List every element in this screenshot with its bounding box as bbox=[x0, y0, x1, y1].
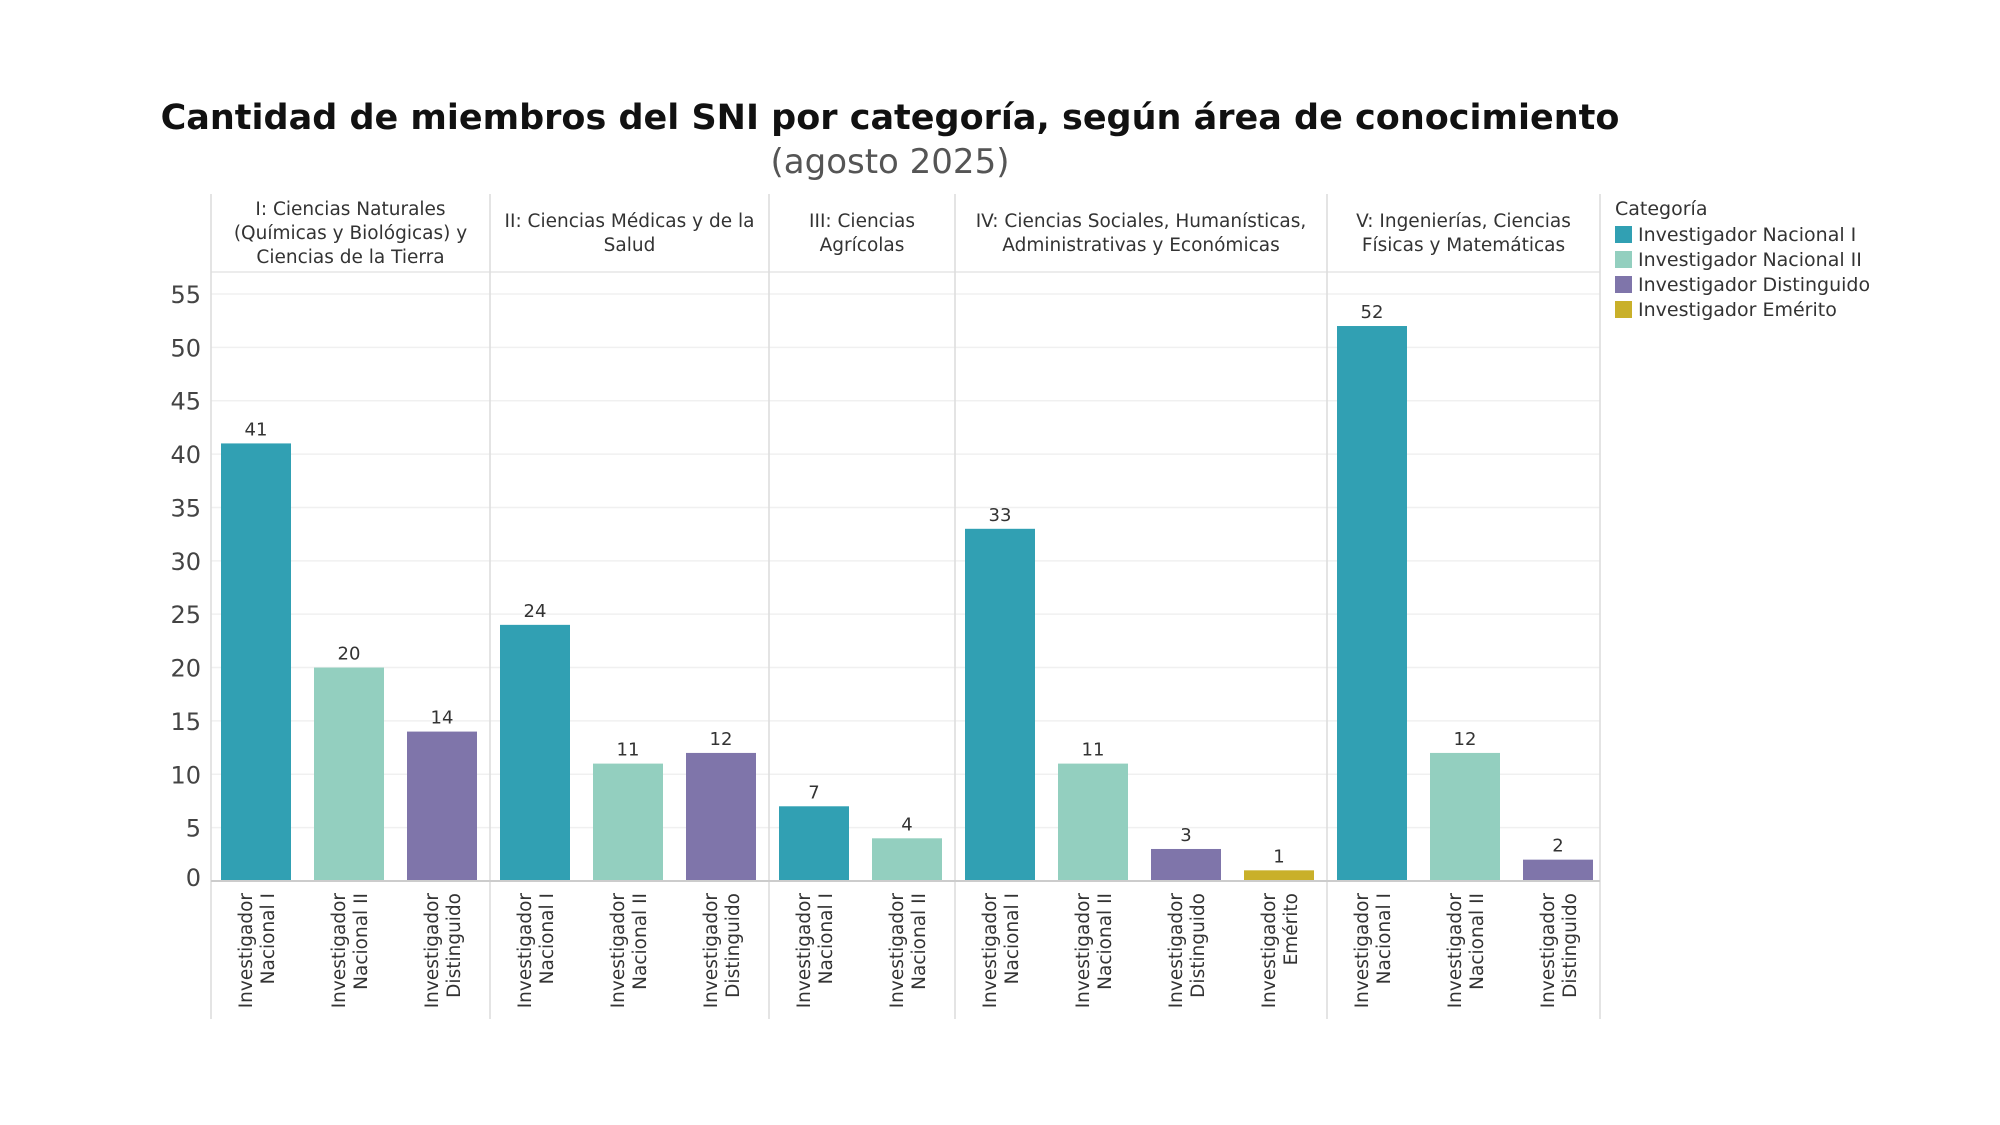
x-category-label: InvestigadorNacional II bbox=[887, 893, 930, 1009]
data-label: 14 bbox=[431, 708, 454, 729]
data-label: 3 bbox=[1180, 825, 1191, 846]
x-category-label: InvestigadorNacional I bbox=[515, 893, 558, 1009]
bar bbox=[686, 752, 756, 881]
legend-title: Categoría bbox=[1615, 198, 1708, 220]
bar bbox=[221, 443, 291, 881]
x-category-label: InvestigadorDistinguido bbox=[1166, 893, 1209, 1009]
data-label: 2 bbox=[1552, 836, 1563, 857]
legend-item: Investigador Distinguido bbox=[1615, 272, 1870, 297]
chart-title: Cantidad de miembros del SNI por categor… bbox=[160, 98, 1620, 138]
chart-subtitle: (agosto 2025) bbox=[770, 142, 1010, 182]
data-label: 52 bbox=[1361, 302, 1384, 323]
y-tick-label: 25 bbox=[170, 601, 201, 629]
panel-header: IV: Ciencias Sociales, Humanísticas, Adm… bbox=[975, 211, 1307, 256]
y-tick-label: 15 bbox=[170, 708, 201, 736]
legend-swatch bbox=[1615, 276, 1632, 293]
legend-item: Investigador Nacional II bbox=[1615, 247, 1870, 272]
data-label: 7 bbox=[808, 782, 819, 803]
bar bbox=[872, 838, 942, 881]
legend-item: Investigador Nacional I bbox=[1615, 222, 1870, 247]
y-tick-label: 5 bbox=[186, 815, 201, 843]
data-label: 12 bbox=[710, 729, 733, 750]
data-label: 12 bbox=[1454, 729, 1477, 750]
y-tick-label: 55 bbox=[170, 281, 201, 309]
bar bbox=[1337, 326, 1407, 881]
panel-header: III: Ciencias Agrícolas bbox=[809, 211, 915, 256]
data-label: 4 bbox=[901, 814, 912, 835]
bar bbox=[1244, 870, 1314, 881]
x-category-label: InvestigadorNacional I bbox=[794, 893, 837, 1009]
data-label: 33 bbox=[989, 505, 1012, 526]
x-category-label: InvestigadorNacional II bbox=[1073, 893, 1116, 1009]
legend-label: Investigador Emérito bbox=[1638, 298, 1837, 321]
bar bbox=[1151, 848, 1221, 881]
x-category-label: InvestigadorEmérito bbox=[1259, 893, 1302, 1009]
x-category-label: InvestigadorNacional II bbox=[1445, 893, 1488, 1009]
x-category-label: InvestigadorDistinguido bbox=[1538, 893, 1581, 1009]
data-label: 1 bbox=[1273, 846, 1284, 867]
data-label: 24 bbox=[524, 601, 547, 622]
y-tick-label: 0 bbox=[186, 864, 201, 892]
panel-header: I: Ciencias Naturales (Químicas y Biológ… bbox=[233, 199, 468, 268]
panel-header: II: Ciencias Médicas y de la Salud bbox=[504, 211, 755, 256]
bar bbox=[593, 763, 663, 881]
bar bbox=[1430, 752, 1500, 881]
x-category-label: InvestigadorNacional I bbox=[980, 893, 1023, 1009]
y-tick-label: 35 bbox=[170, 494, 201, 522]
y-tick-label: 45 bbox=[170, 388, 201, 416]
legend-label: Investigador Nacional I bbox=[1638, 223, 1857, 246]
bar bbox=[1523, 859, 1593, 881]
x-category-label: InvestigadorNacional II bbox=[329, 893, 372, 1009]
legend-swatch bbox=[1615, 226, 1632, 243]
x-category-label: InvestigadorNacional I bbox=[1352, 893, 1395, 1009]
panel-header: V: Ingenierías, Ciencias Físicas y Matem… bbox=[1356, 211, 1571, 256]
y-tick-label: 30 bbox=[170, 548, 201, 576]
bar bbox=[500, 624, 570, 881]
bar bbox=[314, 667, 384, 881]
legend-swatch bbox=[1615, 301, 1632, 318]
bar bbox=[779, 806, 849, 881]
y-tick-label: 40 bbox=[170, 441, 201, 469]
data-label: 20 bbox=[338, 644, 361, 665]
y-tick-label: 50 bbox=[170, 334, 201, 362]
data-label: 11 bbox=[1082, 740, 1105, 761]
legend-swatch bbox=[1615, 251, 1632, 268]
data-label: 41 bbox=[245, 419, 268, 440]
x-category-label: InvestigadorNacional I bbox=[236, 893, 279, 1009]
legend-item: Investigador Emérito bbox=[1615, 297, 1870, 322]
legend-label: Investigador Distinguido bbox=[1638, 273, 1871, 296]
legend: Categoría Investigador Nacional I Investi… bbox=[1615, 198, 1870, 322]
data-label: 11 bbox=[617, 740, 640, 761]
x-category-label: InvestigadorNacional II bbox=[608, 893, 651, 1009]
bar bbox=[1058, 763, 1128, 881]
bar bbox=[407, 731, 477, 881]
x-category-label: InvestigadorDistinguido bbox=[422, 893, 465, 1009]
y-tick-label: 10 bbox=[170, 761, 201, 789]
x-category-label: InvestigadorDistinguido bbox=[701, 893, 744, 1009]
bar bbox=[965, 528, 1035, 881]
y-tick-label: 20 bbox=[170, 655, 201, 683]
legend-label: Investigador Nacional II bbox=[1638, 248, 1862, 271]
